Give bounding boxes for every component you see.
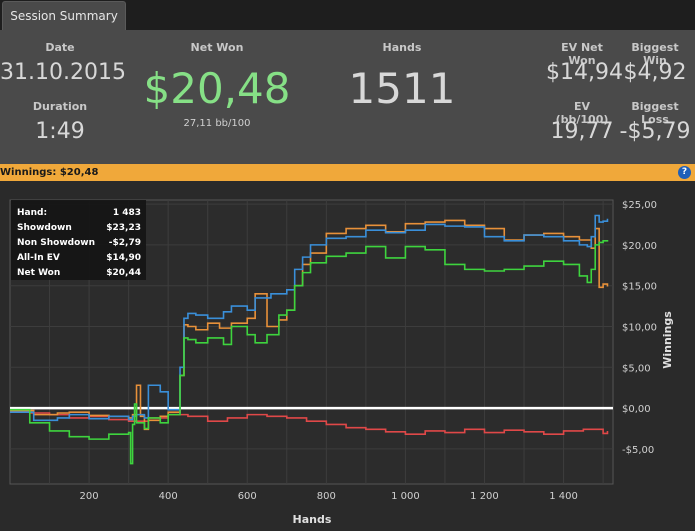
x-axis-title: Hands (293, 513, 332, 526)
y-axis-title: Winnings (661, 311, 674, 369)
tooltip-row-label: Showdown (17, 223, 72, 233)
tooltip-row-label: Net Won (17, 268, 60, 278)
x-tick-label: 400 (159, 491, 178, 502)
x-tick-label: 600 (238, 491, 257, 502)
hands-value: 1511 (348, 64, 456, 113)
y-tick-label: $15,00 (622, 282, 657, 293)
summary-panel: Date 31.10.2015 Duration 1:49 Net Won $2… (0, 30, 695, 164)
chart-tooltip: Hand: 1 483 Showdown $23,23 Non Showdown -$2,… (11, 200, 146, 280)
date-value: 31.10.2015 (0, 60, 126, 85)
duration-value: 1:49 (35, 119, 85, 144)
tooltip-box (11, 200, 146, 280)
x-tick-label: 1 200 (470, 491, 499, 502)
tooltip-row-value: $20,44 (106, 268, 141, 278)
winnings-banner-label: Winnings: (0, 167, 57, 178)
biggest-loss-label: Biggest Loss (631, 100, 679, 126)
tooltip-row-value: $14,90 (106, 253, 141, 263)
x-tick-label: 800 (317, 491, 336, 502)
ev-net-won-label: EV Net Won (561, 41, 603, 67)
tooltip-row-value: $23,23 (106, 223, 141, 233)
net-won-value: $20,48 (143, 64, 291, 113)
y-tick-label: -$5,00 (622, 445, 654, 456)
duration-label: Duration (32, 100, 88, 113)
y-tick-label: $10,00 (622, 322, 657, 333)
biggest-loss-value: -$5,79 (619, 119, 691, 144)
x-tick-label: 1 400 (549, 491, 578, 502)
date-label: Date (45, 41, 75, 54)
x-tick-label: 200 (80, 491, 99, 502)
y-tick-label: $20,00 (622, 241, 657, 252)
series-line-non-showdown (10, 409, 609, 436)
chart-lines (10, 214, 609, 465)
biggest-win-label: Biggest Win (631, 41, 679, 67)
biggest-win-value: $4,92 (623, 60, 687, 85)
series-line-net-won (10, 240, 609, 465)
tooltip-row-value: 1 483 (113, 208, 141, 218)
help-icon[interactable]: ? (678, 166, 691, 179)
y-tick-label: $0,00 (622, 404, 651, 415)
x-tick-label: 1 000 (391, 491, 420, 502)
ev-bb-value: 19,77 (550, 119, 614, 144)
tooltip-row-label: All-In EV (17, 253, 60, 263)
winnings-banner: Winnings: $20,48 ? (0, 164, 695, 181)
tab-session-summary[interactable]: Session Summary (2, 1, 126, 31)
hands-label: Hands (382, 41, 422, 54)
y-tick-label: $5,00 (622, 363, 651, 374)
tooltip-row-label: Non Showdown (17, 238, 95, 248)
net-won-bb-value: 27,11 bb/100 (183, 118, 251, 129)
y-tick-label: $25,00 (622, 200, 657, 211)
chart-axes: -$5,00 $0,00 $5,00 $10,00 $15,00 $20,00 $25,00… (80, 200, 657, 502)
tooltip-row-label: Hand: (17, 208, 47, 218)
ev-net-won-value: $14,94 (546, 60, 623, 85)
tooltip-row-value: -$2,79 (109, 238, 141, 248)
winnings-banner-value: $20,48 (59, 167, 99, 178)
net-won-label: Net Won (190, 41, 244, 54)
tab-bar: Session Summary (0, 0, 695, 31)
ev-bb-label: EV (bb/100) (555, 100, 609, 126)
